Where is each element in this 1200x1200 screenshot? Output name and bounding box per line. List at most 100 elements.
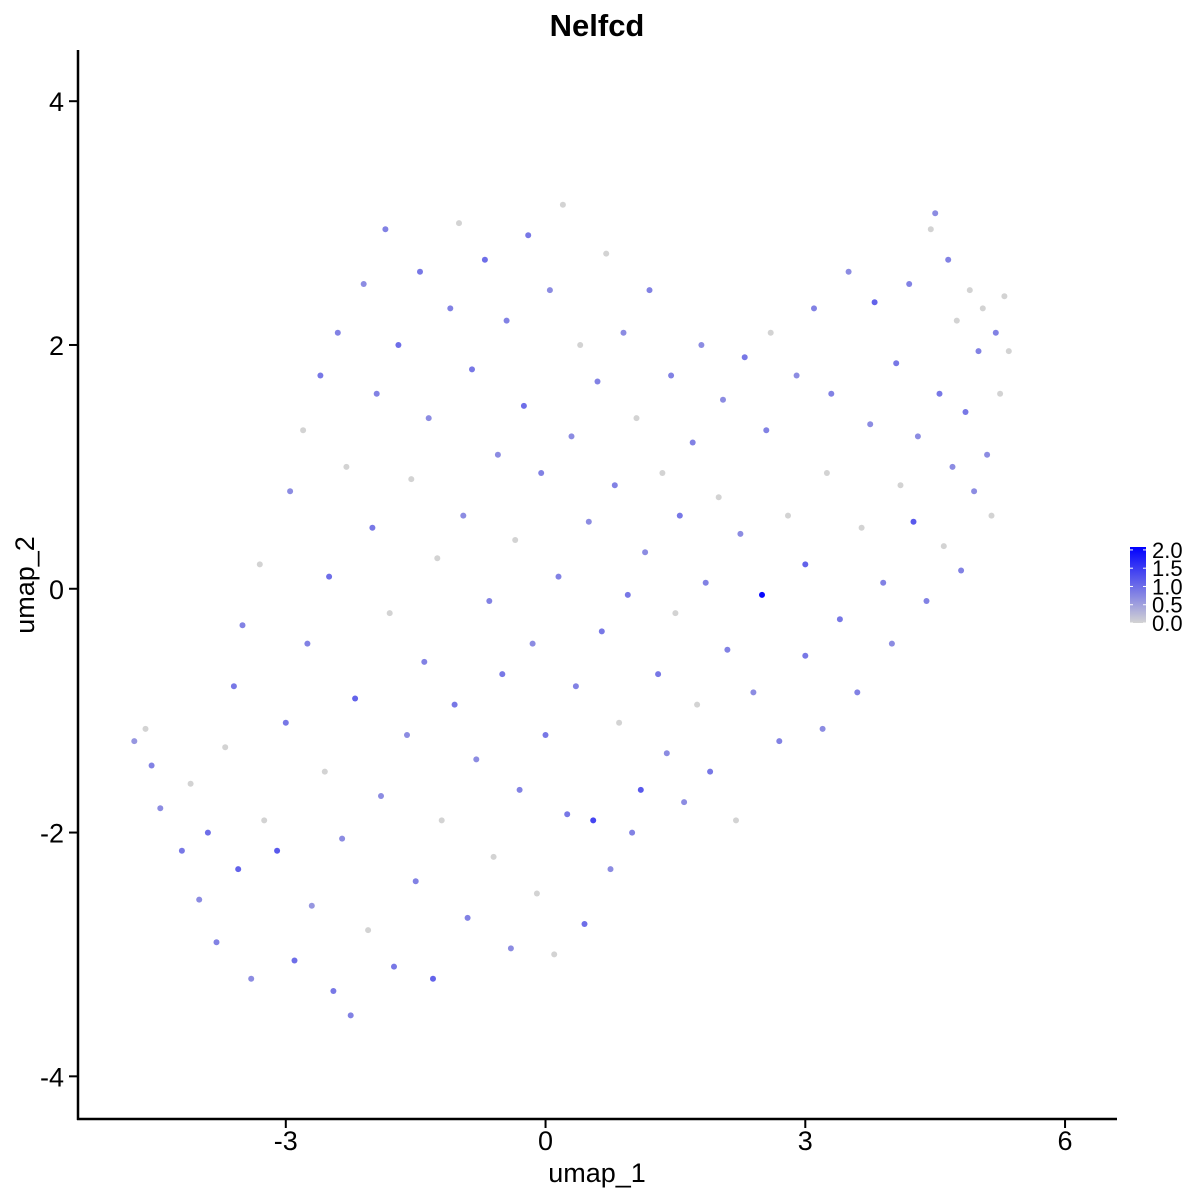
data-point	[542, 732, 549, 738]
data-point	[321, 768, 328, 775]
x-tick-label: -3	[274, 1126, 298, 1156]
data-point	[304, 640, 311, 647]
data-point	[425, 415, 432, 422]
data-point	[767, 329, 774, 336]
data-point	[317, 372, 324, 379]
data-point	[287, 488, 294, 495]
data-point	[945, 256, 952, 263]
data-point	[715, 494, 722, 501]
data-point	[975, 348, 982, 355]
data-point	[681, 799, 688, 806]
data-point	[529, 640, 536, 647]
points-layer	[131, 201, 1012, 1019]
data-point	[988, 512, 995, 519]
data-point	[702, 579, 709, 586]
data-point	[131, 738, 138, 745]
data-point	[750, 689, 757, 696]
data-point	[897, 482, 904, 489]
data-point	[598, 628, 605, 635]
data-point	[940, 543, 947, 550]
data-point	[776, 738, 783, 745]
data-point	[1005, 348, 1012, 355]
data-point	[308, 902, 315, 909]
data-point	[382, 226, 389, 233]
data-point	[585, 518, 592, 525]
data-point	[187, 780, 194, 787]
data-point	[642, 549, 649, 556]
data-point	[564, 811, 571, 818]
data-point	[603, 250, 610, 257]
data-point	[741, 354, 748, 361]
data-point	[971, 488, 978, 495]
colorbar	[1130, 547, 1146, 623]
data-point	[235, 866, 242, 873]
data-point	[992, 329, 999, 336]
x-tick-label: 3	[798, 1126, 813, 1156]
data-point	[962, 409, 969, 415]
x-axis-label: umap_1	[548, 1158, 646, 1188]
data-point	[157, 805, 164, 812]
data-point	[932, 210, 939, 217]
data-point	[914, 433, 921, 440]
data-point	[594, 378, 601, 385]
data-point	[953, 317, 960, 324]
data-point	[373, 390, 380, 397]
data-point	[486, 598, 493, 604]
data-point	[616, 719, 623, 726]
data-point	[378, 793, 384, 799]
data-point	[261, 817, 268, 824]
data-point	[464, 914, 471, 921]
data-point	[655, 671, 662, 678]
data-point	[490, 853, 497, 860]
data-point	[330, 988, 337, 994]
data-point	[451, 701, 458, 708]
data-point	[230, 683, 237, 690]
data-point	[568, 433, 575, 440]
data-point	[676, 512, 683, 519]
data-point	[923, 598, 930, 604]
data-point	[893, 360, 900, 367]
data-point	[507, 945, 514, 952]
data-point	[707, 768, 714, 775]
data-point	[196, 896, 203, 903]
data-point	[581, 921, 588, 927]
data-point	[469, 366, 475, 373]
data-point	[213, 939, 220, 946]
data-point	[360, 281, 367, 287]
data-point	[404, 732, 410, 738]
data-point	[339, 835, 346, 842]
data-point	[871, 299, 878, 306]
data-point	[577, 342, 584, 348]
data-point	[611, 482, 618, 489]
data-point	[512, 537, 519, 543]
data-point	[629, 829, 636, 836]
data-point	[456, 220, 462, 227]
data-point	[828, 390, 835, 397]
data-point	[737, 530, 744, 537]
data-point	[352, 695, 359, 702]
y-tick-label: -2	[40, 819, 64, 849]
data-point	[607, 866, 614, 873]
data-point	[802, 561, 809, 568]
data-point	[689, 439, 696, 446]
data-point	[620, 329, 627, 336]
y-axis-label: umap_2	[10, 536, 40, 634]
data-point	[499, 671, 506, 678]
data-point	[369, 524, 376, 531]
data-point	[256, 561, 263, 568]
data-point	[763, 427, 770, 434]
data-point	[417, 268, 423, 275]
data-point	[858, 524, 865, 531]
data-point	[343, 463, 350, 470]
data-point	[633, 415, 640, 422]
data-point	[880, 579, 887, 586]
colorbar-label: 1.5	[1152, 556, 1183, 581]
data-point	[555, 573, 562, 580]
y-tick-label: 0	[49, 575, 64, 605]
data-point	[386, 610, 393, 617]
data-point	[538, 470, 545, 476]
data-point	[823, 470, 830, 476]
data-point	[274, 847, 281, 854]
data-point	[906, 281, 913, 287]
data-point	[984, 451, 991, 458]
